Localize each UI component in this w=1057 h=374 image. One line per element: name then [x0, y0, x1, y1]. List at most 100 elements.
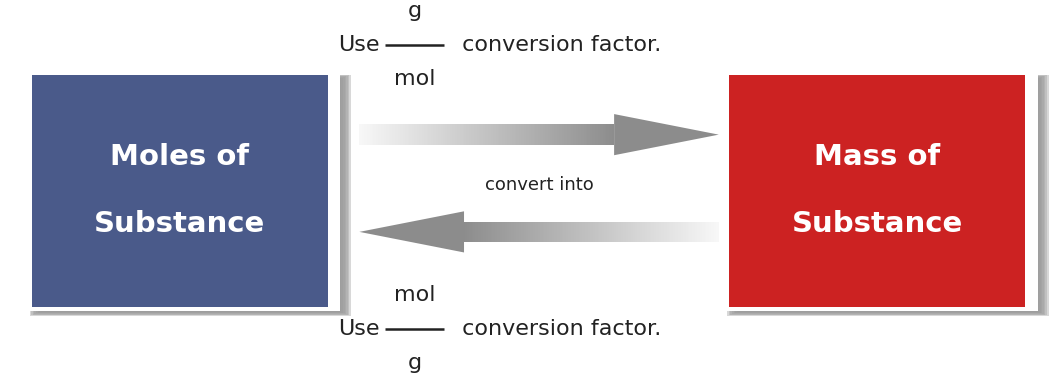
Bar: [680, 221, 681, 242]
Bar: [478, 221, 479, 242]
Bar: [586, 124, 588, 145]
Bar: [573, 124, 575, 145]
Bar: [482, 124, 483, 145]
Bar: [464, 221, 465, 242]
Bar: [531, 221, 532, 242]
Bar: [520, 221, 521, 242]
Bar: [588, 221, 589, 242]
Bar: [494, 221, 495, 242]
FancyBboxPatch shape: [734, 77, 1042, 313]
Bar: [360, 124, 361, 145]
Bar: [711, 221, 712, 242]
Bar: [411, 124, 413, 145]
Bar: [502, 124, 503, 145]
Bar: [545, 221, 546, 242]
Bar: [684, 221, 686, 242]
Bar: [465, 221, 466, 242]
Bar: [410, 124, 411, 145]
Bar: [690, 221, 692, 242]
Bar: [645, 221, 646, 242]
Bar: [707, 221, 708, 242]
Bar: [594, 124, 595, 145]
Bar: [582, 221, 583, 242]
Bar: [481, 221, 482, 242]
Bar: [587, 221, 588, 242]
Bar: [486, 124, 488, 145]
Bar: [593, 221, 594, 242]
Bar: [440, 124, 441, 145]
Bar: [472, 221, 475, 242]
Bar: [560, 124, 562, 145]
Bar: [594, 221, 595, 242]
Bar: [655, 221, 656, 242]
Bar: [636, 221, 637, 242]
Text: Substance: Substance: [94, 211, 265, 238]
Bar: [381, 124, 383, 145]
Bar: [461, 124, 463, 145]
Bar: [423, 124, 424, 145]
Bar: [450, 124, 451, 145]
Bar: [664, 221, 665, 242]
Bar: [541, 124, 543, 145]
Bar: [519, 221, 520, 242]
Bar: [641, 221, 643, 242]
Bar: [598, 221, 599, 242]
Bar: [624, 221, 625, 242]
Bar: [532, 221, 533, 242]
Bar: [502, 221, 503, 242]
Bar: [499, 221, 500, 242]
Bar: [576, 221, 577, 242]
Bar: [509, 124, 511, 145]
Bar: [518, 221, 519, 242]
FancyBboxPatch shape: [737, 78, 1039, 312]
Bar: [512, 221, 513, 242]
Bar: [501, 221, 502, 242]
Bar: [488, 124, 489, 145]
Bar: [528, 124, 530, 145]
Bar: [430, 124, 432, 145]
Bar: [427, 124, 428, 145]
Bar: [600, 124, 601, 145]
Bar: [601, 124, 602, 145]
Bar: [483, 124, 484, 145]
Bar: [601, 221, 602, 242]
Bar: [710, 221, 711, 242]
Bar: [490, 221, 493, 242]
Bar: [469, 124, 470, 145]
Bar: [465, 124, 466, 145]
Bar: [557, 124, 558, 145]
Bar: [526, 221, 527, 242]
Bar: [490, 124, 492, 145]
Bar: [514, 221, 515, 242]
Bar: [565, 221, 568, 242]
Bar: [483, 221, 484, 242]
Bar: [577, 124, 578, 145]
Bar: [405, 124, 407, 145]
Bar: [373, 124, 374, 145]
Bar: [650, 221, 651, 242]
Bar: [488, 221, 489, 242]
Bar: [479, 221, 481, 242]
Bar: [539, 124, 540, 145]
Bar: [401, 124, 402, 145]
Bar: [503, 124, 504, 145]
Bar: [507, 124, 508, 145]
Bar: [699, 221, 700, 242]
Bar: [556, 221, 557, 242]
Bar: [558, 221, 559, 242]
Bar: [434, 124, 435, 145]
Bar: [667, 221, 668, 242]
Bar: [368, 124, 370, 145]
Bar: [506, 124, 507, 145]
Bar: [391, 124, 392, 145]
Bar: [421, 124, 422, 145]
FancyBboxPatch shape: [730, 76, 1045, 315]
Bar: [675, 221, 676, 242]
Bar: [386, 124, 388, 145]
Bar: [572, 221, 574, 242]
Bar: [550, 124, 551, 145]
Bar: [426, 124, 427, 145]
Bar: [551, 124, 552, 145]
Bar: [678, 221, 680, 242]
Bar: [542, 221, 543, 242]
